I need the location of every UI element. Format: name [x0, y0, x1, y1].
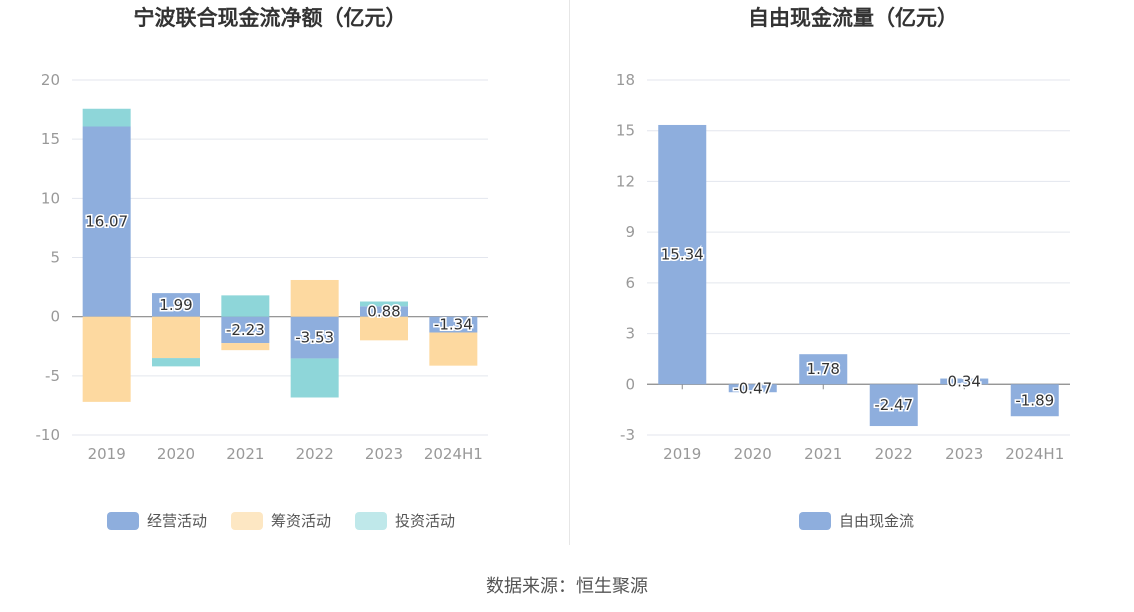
y-tick-label: 6 — [625, 274, 635, 292]
x-tick-label: 2024H1 — [424, 445, 483, 463]
y-tick-label: -3 — [620, 426, 635, 444]
x-tick-label: 2023 — [365, 445, 403, 463]
right-chart-title: 自由现金流量（亿元） — [748, 6, 958, 30]
x-tick-label: 2022 — [296, 445, 334, 463]
data-label: 16.07 — [85, 213, 128, 231]
data-label: -0.47 — [733, 379, 772, 397]
x-tick-label: 2021 — [226, 445, 264, 463]
y-tick-label: 15 — [41, 130, 60, 148]
y-tick-label: 0 — [625, 375, 635, 393]
data-label: 0.34 — [948, 372, 981, 390]
y-tick-label: 9 — [625, 223, 635, 241]
x-tick-label: 2023 — [945, 445, 983, 463]
y-tick-label: 10 — [41, 189, 60, 207]
x-tick-label: 2019 — [88, 445, 126, 463]
x-tick-label: 2020 — [734, 445, 772, 463]
legend-swatch — [799, 512, 831, 530]
bar — [429, 316, 478, 333]
bar — [658, 124, 707, 385]
bar — [82, 316, 131, 402]
data-label: 15.34 — [661, 246, 704, 264]
bar — [221, 295, 270, 317]
free-cashflow-chart: 自由现金流量（亿元） -3 0 3 6 9 12 15 18 2019 2020 2021 2022 2… — [616, 6, 1070, 530]
data-label: -1.89 — [1015, 391, 1054, 409]
data-label: 0.88 — [367, 302, 400, 320]
x-tick-label: 2024H1 — [1005, 445, 1064, 463]
bar — [940, 378, 989, 385]
bar — [82, 108, 131, 127]
bar — [221, 316, 270, 344]
y-tick-label: -5 — [45, 367, 60, 385]
bar — [290, 316, 339, 359]
bar — [728, 384, 777, 393]
bar — [360, 301, 408, 307]
x-tick-label: 2019 — [663, 445, 701, 463]
y-tick-label: 3 — [625, 325, 635, 343]
data-label: 1.78 — [807, 360, 840, 378]
bar — [152, 316, 200, 359]
bar — [290, 358, 339, 398]
data-label: -1.34 — [434, 316, 473, 334]
data-label: 1.99 — [159, 296, 192, 314]
bar — [152, 358, 200, 367]
x-tick-label: 2020 — [157, 445, 195, 463]
panel-divider — [569, 0, 570, 545]
legend-swatch — [231, 512, 263, 530]
y-tick-label: 0 — [50, 308, 60, 326]
y-tick-label: -10 — [36, 426, 61, 444]
cashflow-net-chart: 宁波联合现金流净额（亿元） -10 -5 0 5 10 15 20 2019 2020 2021 2… — [36, 6, 488, 530]
x-tick-label: 2022 — [875, 445, 913, 463]
y-tick-label: 12 — [616, 172, 635, 190]
left-chart-title: 宁波联合现金流净额（亿元） — [134, 6, 407, 30]
bar — [152, 293, 200, 317]
x-tick-label: 2021 — [804, 445, 842, 463]
y-tick-label: 15 — [616, 122, 635, 140]
y-tick-label: 20 — [41, 71, 60, 89]
legend-swatch — [107, 512, 139, 530]
y-tick-label: 5 — [50, 249, 60, 267]
legend-swatch — [355, 512, 387, 530]
legend-label: 筹资活动 — [271, 512, 331, 530]
source-note: 数据来源：恒生聚源 — [486, 576, 648, 597]
bar — [799, 354, 848, 385]
bar — [429, 332, 478, 366]
bar — [1010, 384, 1059, 417]
y-tick-label: 18 — [616, 71, 635, 89]
bar — [360, 306, 408, 317]
data-label: -3.53 — [295, 329, 334, 347]
bar — [290, 279, 339, 317]
data-label: -2.47 — [874, 396, 913, 414]
legend-label: 投资活动 — [395, 512, 455, 530]
bar — [221, 343, 270, 351]
bar — [869, 384, 918, 427]
legend-label: 经营活动 — [147, 512, 207, 530]
data-label: -2.23 — [226, 321, 265, 339]
bar — [360, 316, 408, 341]
bar — [82, 126, 131, 317]
legend-label: 自由现金流 — [839, 512, 914, 530]
